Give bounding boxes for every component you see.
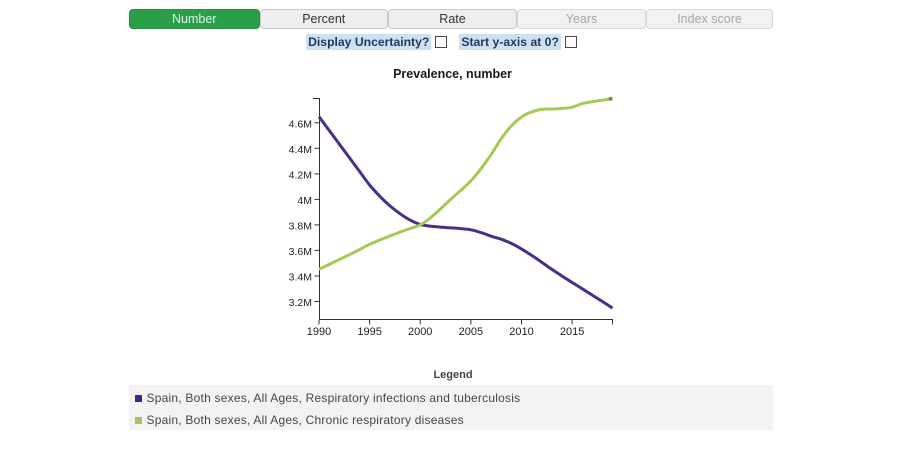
svg-text:4.6M: 4.6M	[289, 118, 312, 130]
svg-text:2000: 2000	[408, 326, 432, 338]
svg-text:2015: 2015	[560, 326, 584, 338]
svg-text:1995: 1995	[357, 326, 381, 338]
svg-text:4.4M: 4.4M	[289, 144, 312, 156]
svg-text:4.2M: 4.2M	[289, 169, 312, 181]
svg-text:2010: 2010	[509, 326, 533, 338]
svg-text:4M: 4M	[297, 195, 312, 207]
svg-text:3.6M: 3.6M	[289, 246, 312, 258]
svg-text:3.8M: 3.8M	[289, 220, 312, 232]
svg-text:2005: 2005	[459, 326, 483, 338]
svg-text:3.2M: 3.2M	[289, 297, 312, 309]
svg-text:3.4M: 3.4M	[289, 272, 312, 284]
svg-text:1990: 1990	[307, 326, 331, 338]
